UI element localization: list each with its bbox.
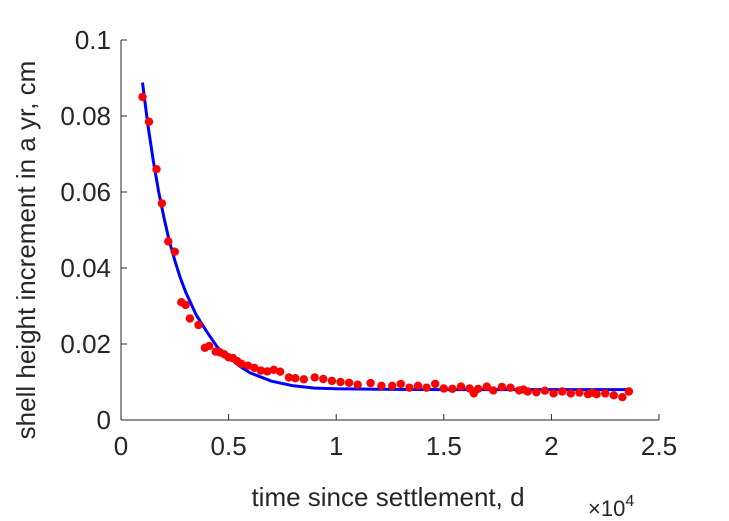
data-point: [237, 359, 246, 368]
x-tick-label: 0.5: [211, 431, 247, 461]
y-tick-label: 0: [97, 405, 111, 435]
data-point: [377, 381, 386, 390]
y-tick-label: 0.04: [60, 253, 111, 283]
data-point: [618, 393, 627, 402]
data-point: [366, 378, 375, 388]
x-tick-label: 0: [114, 431, 128, 461]
y-tick-label: 0.06: [60, 177, 111, 207]
data-point: [256, 366, 266, 375]
data-point: [601, 389, 610, 398]
data-point: [185, 314, 195, 323]
data-point: [532, 388, 541, 397]
x-tick-label: 2: [544, 431, 558, 461]
data-point: [299, 375, 309, 384]
x-tick-label: 1: [329, 431, 343, 461]
data-point: [291, 374, 300, 383]
data-point: [482, 382, 491, 391]
plot-marks: [138, 82, 634, 402]
data-point: [263, 367, 272, 376]
y-tick-label: 0.1: [75, 25, 111, 55]
x-tick-label: 1.5: [426, 431, 462, 461]
axes: 0 0.5 1 1.5 2 2.5 0 0.02 0.04 0.06 0.08 0.1: [60, 25, 677, 461]
y-tick-label: 0.02: [60, 329, 111, 359]
data-point: [624, 387, 634, 396]
data-point: [588, 388, 597, 397]
data-point: [489, 386, 498, 395]
fit-curve: [141, 82, 629, 392]
data-point: [540, 386, 550, 395]
y-axis-label: shell height increment in a yr, cm: [11, 61, 41, 440]
data-point: [205, 341, 214, 351]
data-point: [250, 363, 259, 373]
data-point: [388, 381, 397, 390]
data-point: [456, 382, 466, 391]
data-point: [336, 377, 345, 387]
x-axis-exponent: ×104: [588, 493, 634, 521]
data-point: [152, 165, 161, 174]
data-point: [269, 365, 278, 374]
x-tick-label: 2.5: [641, 431, 677, 461]
data-point: [194, 320, 203, 330]
data-point: [138, 92, 147, 102]
data-point: [558, 387, 567, 396]
data-point: [310, 373, 319, 382]
data-point: [497, 382, 507, 392]
data-point: [431, 379, 440, 389]
data-point: [181, 300, 190, 310]
data-point: [422, 383, 431, 392]
data-point: [549, 389, 558, 398]
data-point: [609, 391, 618, 400]
y-tick-label: 0.08: [60, 101, 111, 131]
data-point: [243, 361, 253, 370]
data-point: [170, 247, 179, 256]
data-point: [566, 389, 575, 398]
x-axis-label: time since settlement, d: [251, 482, 524, 512]
data-point: [519, 385, 528, 394]
data-point: [344, 378, 354, 387]
data-point: [276, 367, 285, 376]
data-point: [144, 117, 154, 126]
data-point: [396, 379, 405, 389]
data-point: [469, 389, 479, 398]
data-point: [319, 374, 328, 384]
data-point: [506, 383, 515, 392]
data-point: [284, 373, 294, 382]
data-point: [353, 380, 362, 389]
data-point: [448, 384, 457, 393]
data-point: [164, 237, 173, 246]
data-point: [405, 383, 414, 392]
data-point: [575, 388, 584, 397]
data-point: [413, 381, 423, 390]
data-point: [327, 376, 337, 386]
data-point: [157, 199, 167, 208]
data-point: [439, 384, 448, 393]
